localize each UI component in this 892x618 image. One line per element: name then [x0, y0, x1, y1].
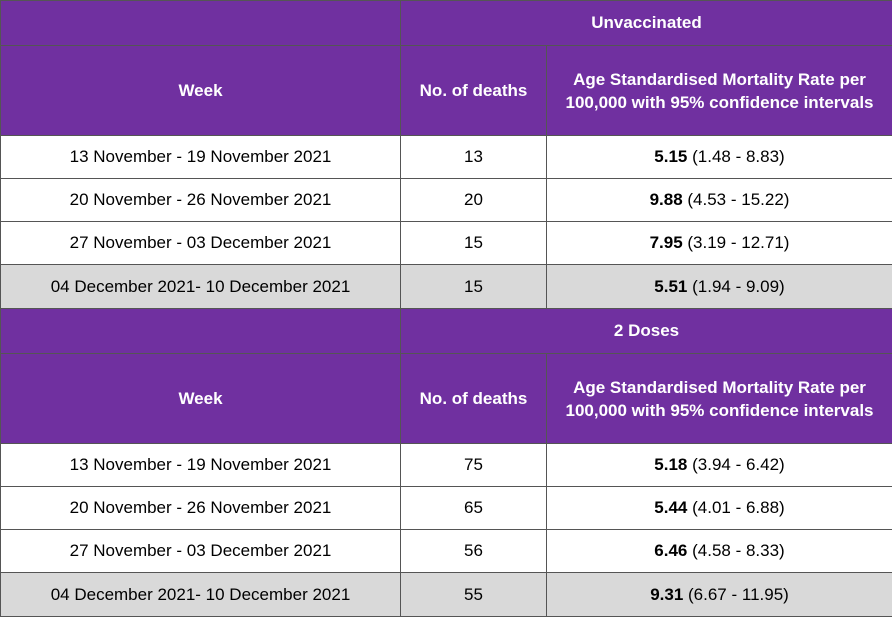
header-row: Week No. of deaths Age Standardised Mortal…	[0, 45, 892, 136]
week-cell: 27 November - 03 December 2021	[0, 529, 401, 573]
group-row: 2 Doses	[0, 308, 892, 354]
data-row: 27 November - 03 December 2021 56 6.46 (4.…	[0, 529, 892, 573]
week-header: Week	[0, 45, 401, 136]
data-row: 04 December 2021- 10 December 2021 55 9.31…	[0, 572, 892, 617]
confidence-interval: (1.94 - 9.09)	[692, 276, 785, 296]
rate-value: 5.15	[654, 147, 688, 166]
group-title: Unvaccinated	[399, 0, 892, 46]
week-cell: 20 November - 26 November 2021	[0, 486, 401, 530]
deaths-cell: 75	[400, 443, 547, 487]
rate-cell: 5.44 (4.01 - 6.88)	[545, 486, 892, 530]
rate-value: 6.46	[654, 541, 688, 560]
data-row: 13 November - 19 November 2021 13 5.15 (1.…	[0, 135, 892, 179]
confidence-interval: (3.94 - 6.42)	[692, 455, 785, 474]
rate-value: 5.51	[654, 276, 688, 296]
empty-cell	[0, 308, 401, 354]
deaths-header: No. of deaths	[400, 353, 547, 444]
rate-value: 9.88	[649, 190, 683, 209]
rate-header: Age Standardised Mortality Rate per 100,…	[545, 45, 892, 136]
week-cell: 04 December 2021- 10 December 2021	[0, 264, 401, 309]
empty-cell	[0, 0, 401, 46]
rate-value: 5.18	[654, 455, 688, 474]
header-row: Week No. of deaths Age Standardised Mortal…	[0, 353, 892, 444]
rate-value: 7.95	[649, 233, 683, 252]
rate-cell: 7.95 (3.19 - 12.71)	[545, 221, 892, 265]
rate-header: Age Standardised Mortality Rate per 100,…	[545, 353, 892, 444]
week-cell: 20 November - 26 November 2021	[0, 178, 401, 222]
data-row: 20 November - 26 November 2021 65 5.44 (4.…	[0, 486, 892, 530]
confidence-interval: (4.58 - 8.33)	[692, 541, 785, 560]
deaths-header: No. of deaths	[400, 45, 547, 136]
rate-cell: 6.46 (4.58 - 8.33)	[545, 529, 892, 573]
week-cell: 13 November - 19 November 2021	[0, 135, 401, 179]
data-row: 20 November - 26 November 2021 20 9.88 (4.…	[0, 178, 892, 222]
week-cell: 27 November - 03 December 2021	[0, 221, 401, 265]
week-cell: 04 December 2021- 10 December 2021	[0, 572, 401, 617]
rate-cell: 5.15 (1.48 - 8.83)	[545, 135, 892, 179]
data-row: 13 November - 19 November 2021 75 5.18 (3.…	[0, 443, 892, 487]
deaths-cell: 65	[400, 486, 547, 530]
week-header: Week	[0, 353, 401, 444]
deaths-cell: 55	[400, 572, 547, 617]
rate-value: 9.31	[650, 584, 684, 604]
confidence-interval: (1.48 - 8.83)	[692, 147, 785, 166]
deaths-cell: 13	[400, 135, 547, 179]
confidence-interval: (4.53 - 15.22)	[687, 190, 790, 209]
rate-cell: 9.31 (6.67 - 11.95)	[545, 572, 892, 617]
week-cell: 13 November - 19 November 2021	[0, 443, 401, 487]
data-row: 04 December 2021- 10 December 2021 15 5.51…	[0, 264, 892, 309]
rate-cell: 5.18 (3.94 - 6.42)	[545, 443, 892, 487]
data-row: 27 November - 03 December 2021 15 7.95 (3.…	[0, 221, 892, 265]
deaths-cell: 56	[400, 529, 547, 573]
deaths-cell: 15	[400, 221, 547, 265]
deaths-cell: 20	[400, 178, 547, 222]
group-row: Unvaccinated	[0, 0, 892, 46]
rate-cell: 5.51 (1.94 - 9.09)	[545, 264, 892, 309]
confidence-interval: (3.19 - 12.71)	[687, 233, 790, 252]
confidence-interval: (6.67 - 11.95)	[688, 584, 789, 604]
group-title: 2 Doses	[399, 308, 892, 354]
rate-cell: 9.88 (4.53 - 15.22)	[545, 178, 892, 222]
confidence-interval: (4.01 - 6.88)	[692, 498, 785, 517]
rate-value: 5.44	[654, 498, 688, 517]
deaths-cell: 15	[400, 264, 547, 309]
